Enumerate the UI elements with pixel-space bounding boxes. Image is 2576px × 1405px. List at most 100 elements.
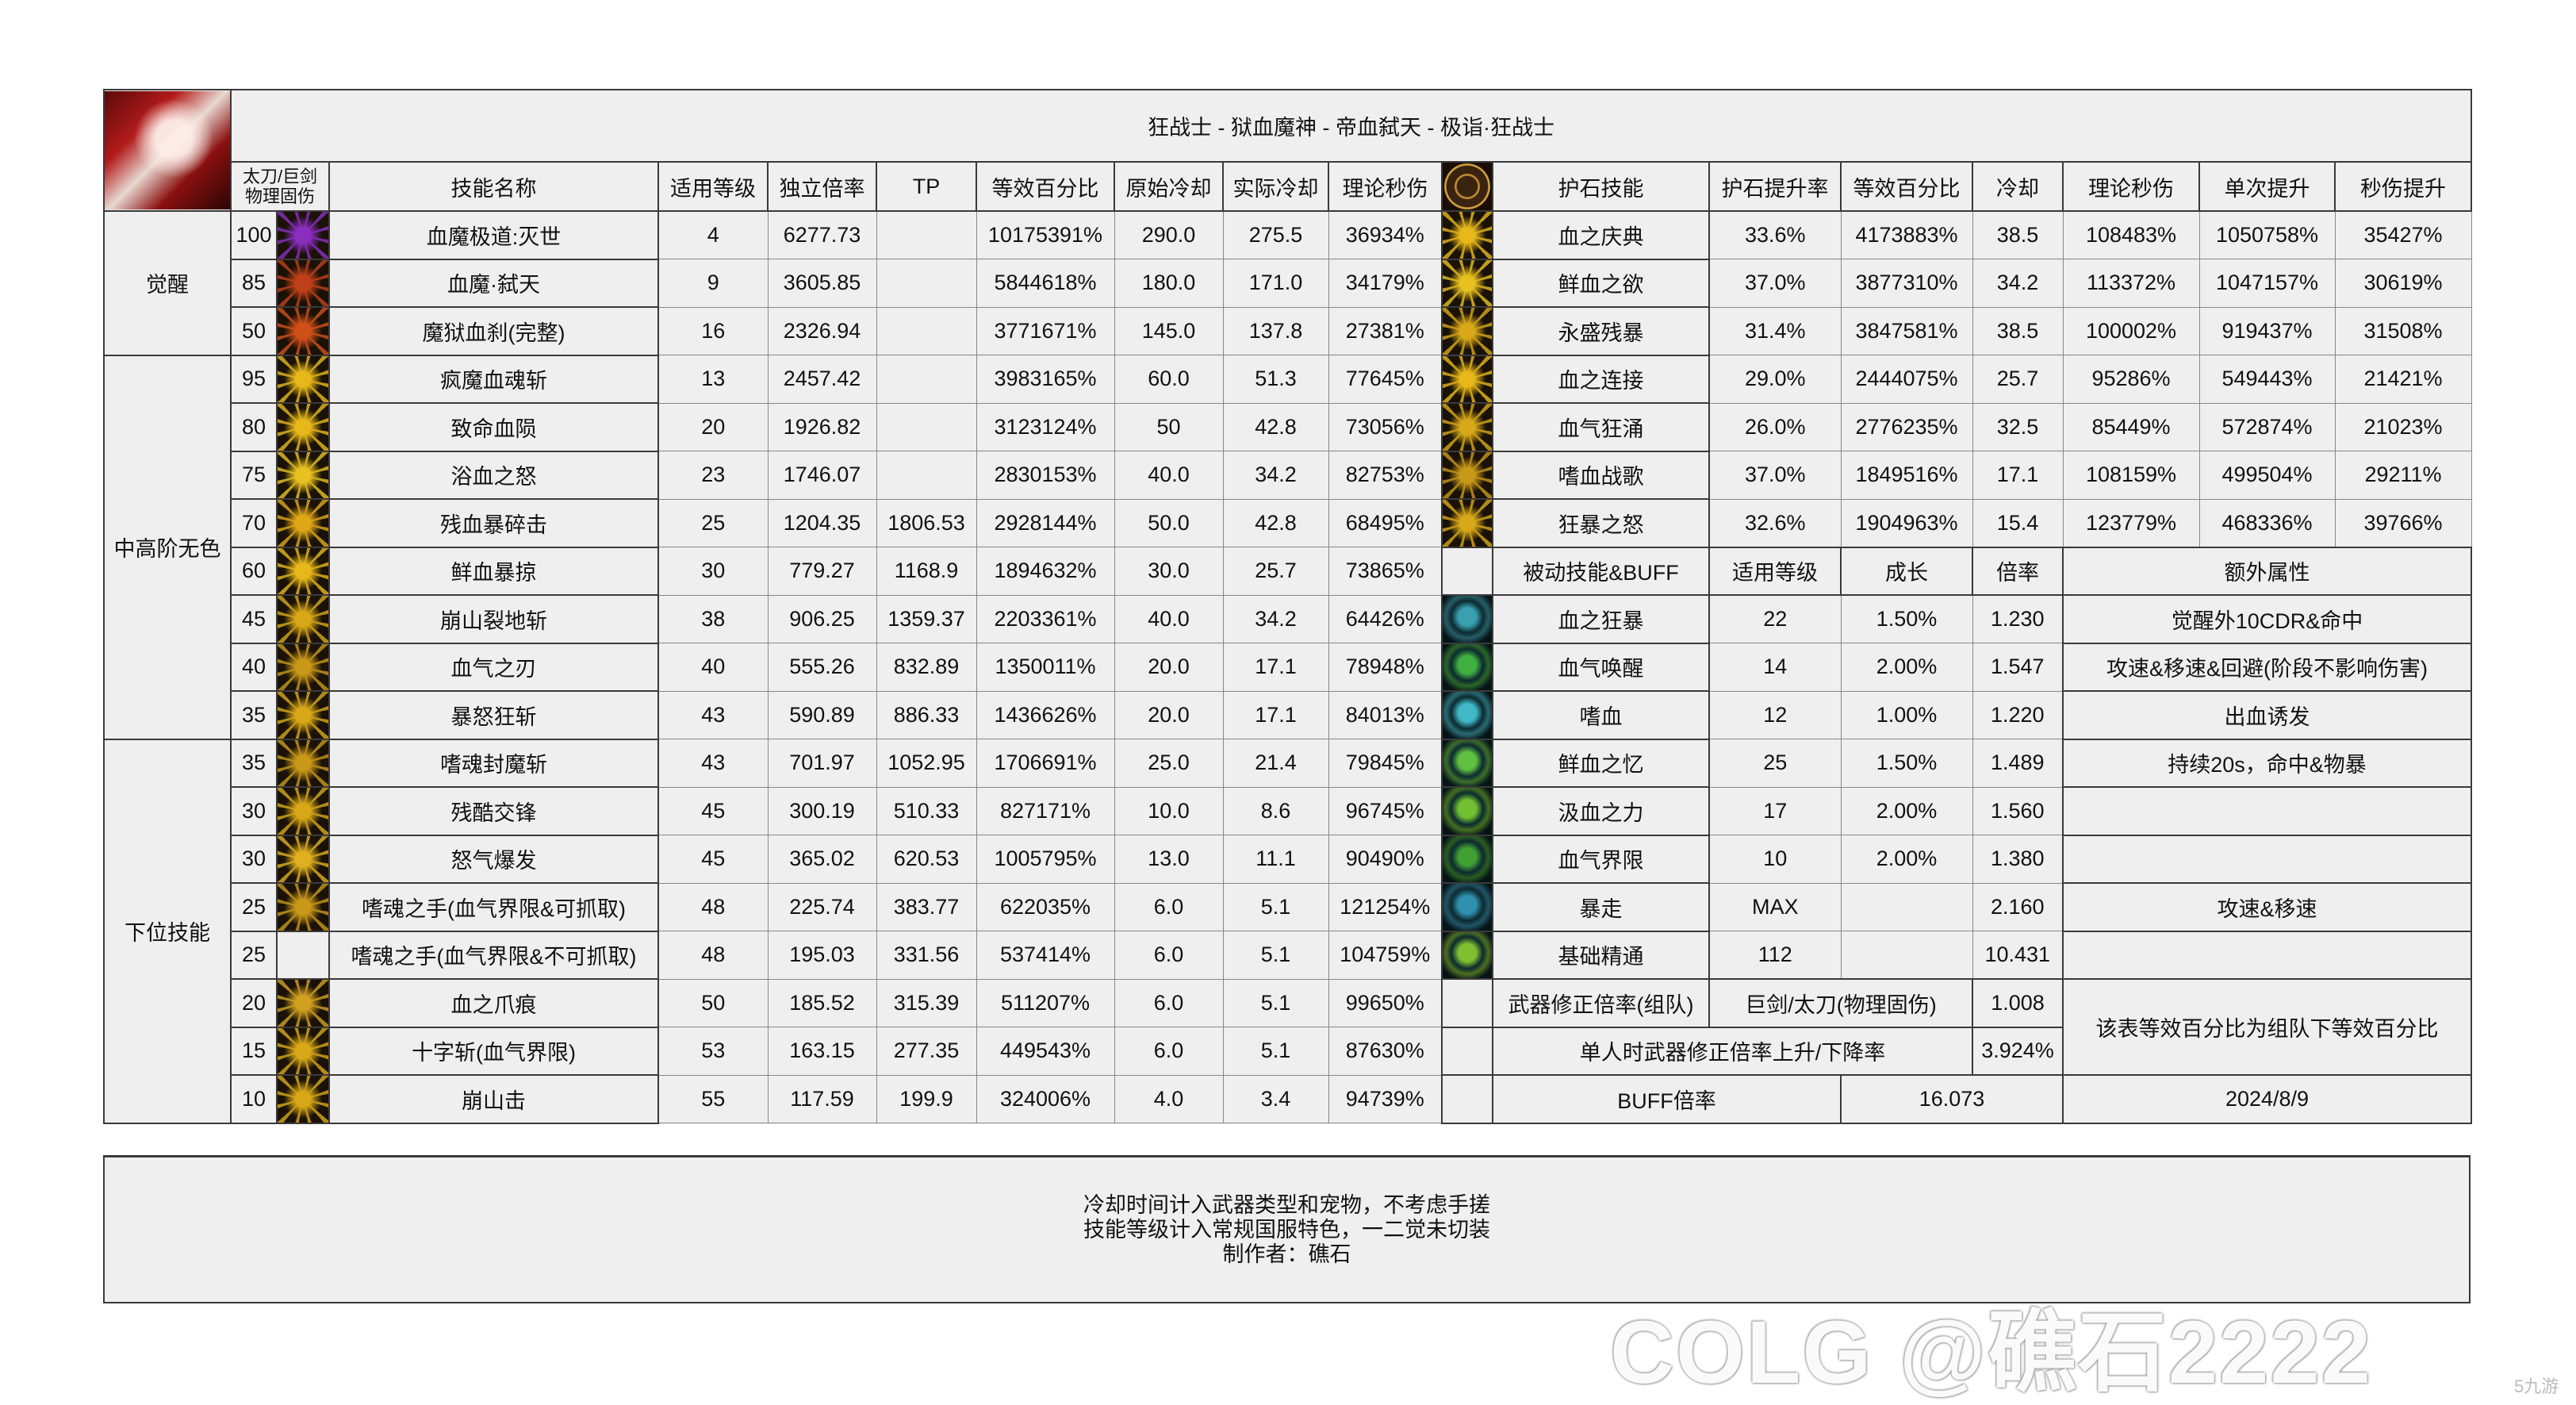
drop-passive-icon <box>1443 788 1491 834</box>
awakening-1-icon <box>278 308 328 354</box>
actual-cd: 34.2 <box>1222 594 1329 643</box>
talisman-pct: 1849516% <box>1840 451 1973 500</box>
skill-crash-icon <box>278 1076 328 1122</box>
passive-ratio: 1.560 <box>1972 786 2064 835</box>
passive-name: 血气界限 <box>1492 834 1710 884</box>
original-cd: 6.0 <box>1114 1027 1224 1076</box>
footer-notes: 冷却时间计入武器类型和宠物，不考虑手搓 技能等级计入常规国服特色，一二觉未切装 … <box>103 1155 2471 1303</box>
passive-ratio: 1.380 <box>1972 835 2064 884</box>
passive-extra: 持续20s，命中&物暴 <box>2061 738 2473 788</box>
table-row: 40 血气之刃 40 555.26 832.89 1350011% 20.0 17.1 7894… <box>104 642 2473 692</box>
table-row: 30 残酷交锋 45 300.19 510.33 827171% 10.0 8.6 96745%… <box>104 786 2473 836</box>
equivalent-pct: 622035% <box>976 882 1115 931</box>
icon-cell <box>276 546 330 596</box>
icon-cell <box>1441 930 1493 980</box>
passive-growth <box>1840 931 1973 980</box>
applicable-level: 50 <box>657 978 769 1027</box>
talisman-dps: 100002% <box>2062 306 2200 355</box>
original-cd: 40.0 <box>1114 451 1224 500</box>
fang-passive-icon <box>1443 692 1491 738</box>
portrait-image <box>105 91 229 209</box>
talisman-pct: 1904963% <box>1840 498 1973 547</box>
icon-cell <box>1441 546 1493 596</box>
independent-ratio: 163.15 <box>767 1027 877 1076</box>
skill-name: 嗜魂之手(血气界限&可抓取) <box>328 882 659 932</box>
passive-extra: 出血诱发 <box>2061 690 2473 740</box>
actual-cd: 8.6 <box>1222 786 1329 835</box>
talisman-rate: 26.0% <box>1708 402 1842 451</box>
skill-burst-icon <box>278 356 328 402</box>
tp-ratio: 1806.53 <box>876 498 977 547</box>
icon-cell <box>1441 642 1493 692</box>
applicable-level: 13 <box>657 355 769 404</box>
applicable-level: 40 <box>657 643 769 692</box>
skill-burst-icon <box>278 452 328 498</box>
table-row: 25 嗜魂之手(血气界限&可抓取) 48 225.74 383.77 622035% 6.0… <box>104 882 2473 932</box>
tp-ratio: 331.56 <box>876 931 977 980</box>
footer-note-skill-level: 技能等级计入常规国服特色，一二觉未切装 <box>1083 1217 1490 1242</box>
passive-name: 暴走 <box>1492 882 1710 932</box>
skill-name: 鲜血暴掠 <box>328 546 659 596</box>
table-row: 30 怒气爆发 45 365.02 620.53 1005795% 13.0 11.1 9049… <box>104 834 2473 884</box>
talisman-cd: 25.7 <box>1972 355 2064 404</box>
icon-cell <box>276 354 330 404</box>
independent-ratio: 2457.42 <box>767 355 877 404</box>
independent-ratio: 6277.73 <box>767 210 877 259</box>
equivalent-pct: 324006% <box>976 1074 1115 1123</box>
talisman-dps: 123779% <box>2062 498 2200 547</box>
talisman-dps: 113372% <box>2062 259 2200 308</box>
theoretical-dps: 104759% <box>1328 931 1443 980</box>
independent-ratio: 701.97 <box>767 739 877 788</box>
skill-burst-icon <box>278 404 328 450</box>
talisman-cd: 32.5 <box>1972 402 2064 451</box>
applicable-level: 23 <box>657 451 769 500</box>
original-cd: 30.0 <box>1114 547 1224 596</box>
applicable-level: 4 <box>657 210 769 259</box>
passive-ratio: 1.230 <box>1972 594 2064 643</box>
theoretical-dps: 27381% <box>1328 306 1443 355</box>
icon-cell <box>1441 738 1493 788</box>
skill-level: 10 <box>230 1074 278 1124</box>
header-single-up: 单次提升 <box>2198 161 2336 212</box>
page-title: 狂战士 - 狱血魔神 - 帝血弑天 - 极诣·狂战士 <box>229 89 2473 163</box>
passive-growth: 2.00% <box>1840 643 1973 692</box>
theoretical-dps: 78948% <box>1328 643 1443 692</box>
equivalent-pct: 511207% <box>976 978 1115 1027</box>
applicable-level: 16 <box>657 306 769 355</box>
skill-cross-icon <box>278 1028 328 1074</box>
skill-level: 30 <box>230 786 278 836</box>
table-row: 觉醒 100 血魔极道:灭世 4 6277.73 10175391% 290.0 275.5 3… <box>103 210 2472 356</box>
weapon-correction-label: 武器修正倍率(组队) <box>1492 978 1710 1028</box>
table-row: 50 魔狱血刹(完整) 16 2326.94 3771671% 145.0 137.8 273… <box>104 306 2472 356</box>
skill-level: 70 <box>230 498 278 548</box>
original-cd: 10.0 <box>1114 786 1224 835</box>
icon-cell <box>276 594 330 644</box>
skill-level: 20 <box>230 978 278 1028</box>
talisman-cd: 34.2 <box>1972 259 2064 308</box>
skill-name: 残血暴碎击 <box>328 498 659 548</box>
talisman-dps-up: 21421% <box>2334 355 2472 404</box>
cross-passive-icon <box>1443 644 1491 690</box>
header-tp: TP <box>876 161 977 212</box>
theoretical-dps: 99650% <box>1328 978 1443 1027</box>
header-passive-extra: 额外属性 <box>2061 546 2473 596</box>
icon-cell <box>276 450 330 500</box>
tp-ratio <box>876 402 977 451</box>
skill-level: 15 <box>230 1026 278 1076</box>
icon-cell <box>276 978 330 1028</box>
talisman-single-up: 1050758% <box>2198 210 2336 259</box>
original-cd: 180.0 <box>1114 259 1224 308</box>
theoretical-dps: 87630% <box>1328 1027 1443 1076</box>
passive-growth: 1.50% <box>1840 739 1973 788</box>
skill-name: 怒气爆发 <box>328 834 659 884</box>
theoretical-dps: 36934% <box>1328 210 1443 259</box>
actual-cd: 17.1 <box>1222 690 1329 739</box>
passive-level: 14 <box>1708 643 1842 692</box>
actual-cd: 11.1 <box>1222 835 1329 884</box>
original-cd: 20.0 <box>1114 690 1224 739</box>
skill-name: 崩山裂地斩 <box>328 594 659 644</box>
actual-cd: 21.4 <box>1222 739 1329 788</box>
talisman-name: 血气狂涌 <box>1492 402 1710 452</box>
update-date: 2024/8/9 <box>2061 1074 2473 1124</box>
applicable-level: 55 <box>657 1074 769 1123</box>
